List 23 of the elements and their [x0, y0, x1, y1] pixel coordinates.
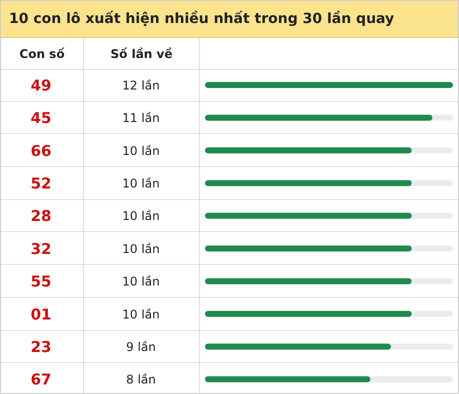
y-tick-label: 55 [30, 272, 52, 291]
y-tick-label: 66 [30, 142, 52, 160]
data-label: 9 lần [126, 340, 156, 354]
data-label: 8 lần [126, 372, 156, 387]
chart-title: 10 con lô xuất hiện nhiều nhất trong 30 lần quay [1, 1, 458, 38]
y-tick-label: 45 [30, 109, 52, 128]
data-label: 10 lần [122, 209, 160, 224]
data-label: 11 lần [122, 111, 160, 126]
data-label: 10 lần [122, 176, 160, 190]
y-axis-title: Con số [1, 38, 84, 69]
data-label: 12 lần [122, 78, 160, 92]
data-label: 10 lần [122, 274, 160, 289]
data-label: 10 lần [122, 242, 160, 256]
data-label: 10 lần [122, 144, 160, 158]
y-tick-label: 49 [30, 76, 52, 94]
y-tick-label: 28 [30, 207, 52, 226]
y-tick-label: 32 [30, 240, 52, 258]
y-tick-label: 52 [30, 174, 52, 192]
text: Số lần về [84, 38, 200, 69]
y-tick-label: 01 [30, 305, 52, 324]
data-label: 10 lần [122, 307, 160, 322]
y-tick-label: 67 [30, 370, 52, 389]
y-tick-label: 23 [30, 338, 52, 356]
